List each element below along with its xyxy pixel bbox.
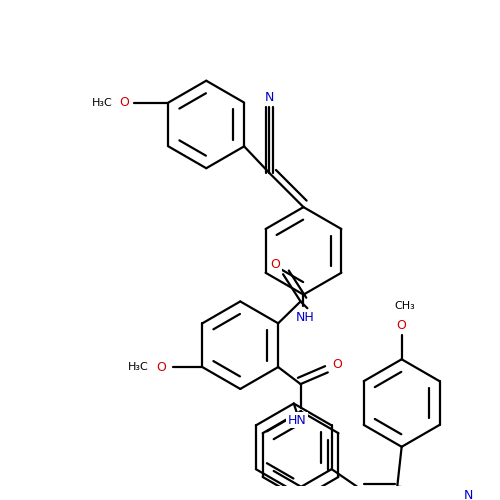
Text: O: O: [270, 258, 280, 271]
Text: H₃C: H₃C: [128, 362, 148, 372]
Text: NH: NH: [296, 312, 315, 324]
Text: O: O: [396, 319, 406, 332]
Text: O: O: [120, 96, 130, 109]
Text: HN: HN: [288, 414, 306, 426]
Text: H₃C: H₃C: [92, 98, 112, 108]
Text: N: N: [464, 489, 473, 500]
Text: O: O: [332, 358, 342, 371]
Text: N: N: [265, 90, 274, 104]
Text: O: O: [156, 360, 166, 374]
Text: CH₃: CH₃: [394, 301, 415, 311]
